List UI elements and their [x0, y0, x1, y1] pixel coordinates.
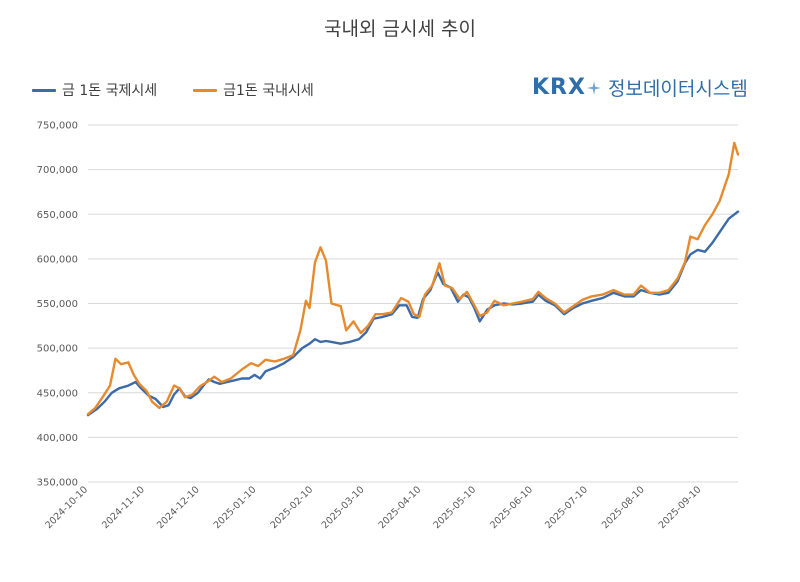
y-tick-label: 400,000	[37, 433, 78, 444]
chart-legend: 금 1돈 국제시세 금1돈 국내시세	[32, 80, 350, 100]
x-tick-label: 2025-07-10	[543, 484, 590, 531]
logo-brand: KRX	[532, 75, 586, 100]
x-tick-label: 2025-09-10	[657, 484, 704, 531]
y-tick-label: 500,000	[37, 344, 78, 355]
x-tick-label: 2024-10-10	[43, 484, 90, 531]
y-tick-label: 550,000	[37, 299, 78, 310]
krx-logo: KRX 정보데이터시스템	[532, 74, 748, 101]
x-tick-label: 2024-11-10	[100, 484, 147, 531]
legend-item-domestic: 금1돈 국내시세	[193, 80, 314, 100]
x-axis: 2024-10-10 2024-11-10 2024-12-10 2025-01-10…	[43, 484, 703, 531]
legend-label-international: 금 1돈 국제시세	[62, 83, 158, 99]
logo-text: 정보데이터시스템	[607, 78, 748, 100]
chart-title: 국내외 금시세 추이	[324, 18, 476, 40]
legend-label-domestic: 금1돈 국내시세	[223, 83, 314, 99]
x-tick-label: 2024-12-10	[155, 484, 202, 531]
x-tick-label: 2025-04-10	[377, 484, 424, 531]
chart-series	[86, 141, 740, 417]
y-tick-label: 650,000	[37, 210, 78, 221]
logo-sparkle-icon	[586, 80, 601, 95]
x-tick-label: 2025-01-10	[212, 484, 259, 531]
y-tick-label: 750,000	[37, 121, 78, 132]
y-tick-label: 450,000	[37, 388, 78, 399]
y-tick-label: 700,000	[37, 165, 78, 176]
legend-swatch-international	[32, 88, 56, 92]
x-tick-label: 2025-02-10	[269, 484, 316, 531]
chart-gridlines	[88, 124, 738, 483]
x-tick-label: 2025-08-10	[600, 484, 647, 531]
x-tick-label: 2025-06-10	[488, 484, 535, 531]
legend-item-international: 금 1돈 국제시세	[32, 80, 157, 100]
y-axis: 350,000 400,000 450,000 500,000 550,000 600,0…	[37, 121, 78, 489]
legend-swatch-domestic	[193, 88, 218, 92]
x-tick-label: 2025-05-10	[431, 484, 478, 531]
x-tick-label: 2025-03-10	[320, 484, 367, 531]
series-line-domestic	[86, 141, 740, 416]
y-tick-label: 350,000	[37, 478, 78, 489]
y-tick-label: 600,000	[37, 254, 78, 265]
